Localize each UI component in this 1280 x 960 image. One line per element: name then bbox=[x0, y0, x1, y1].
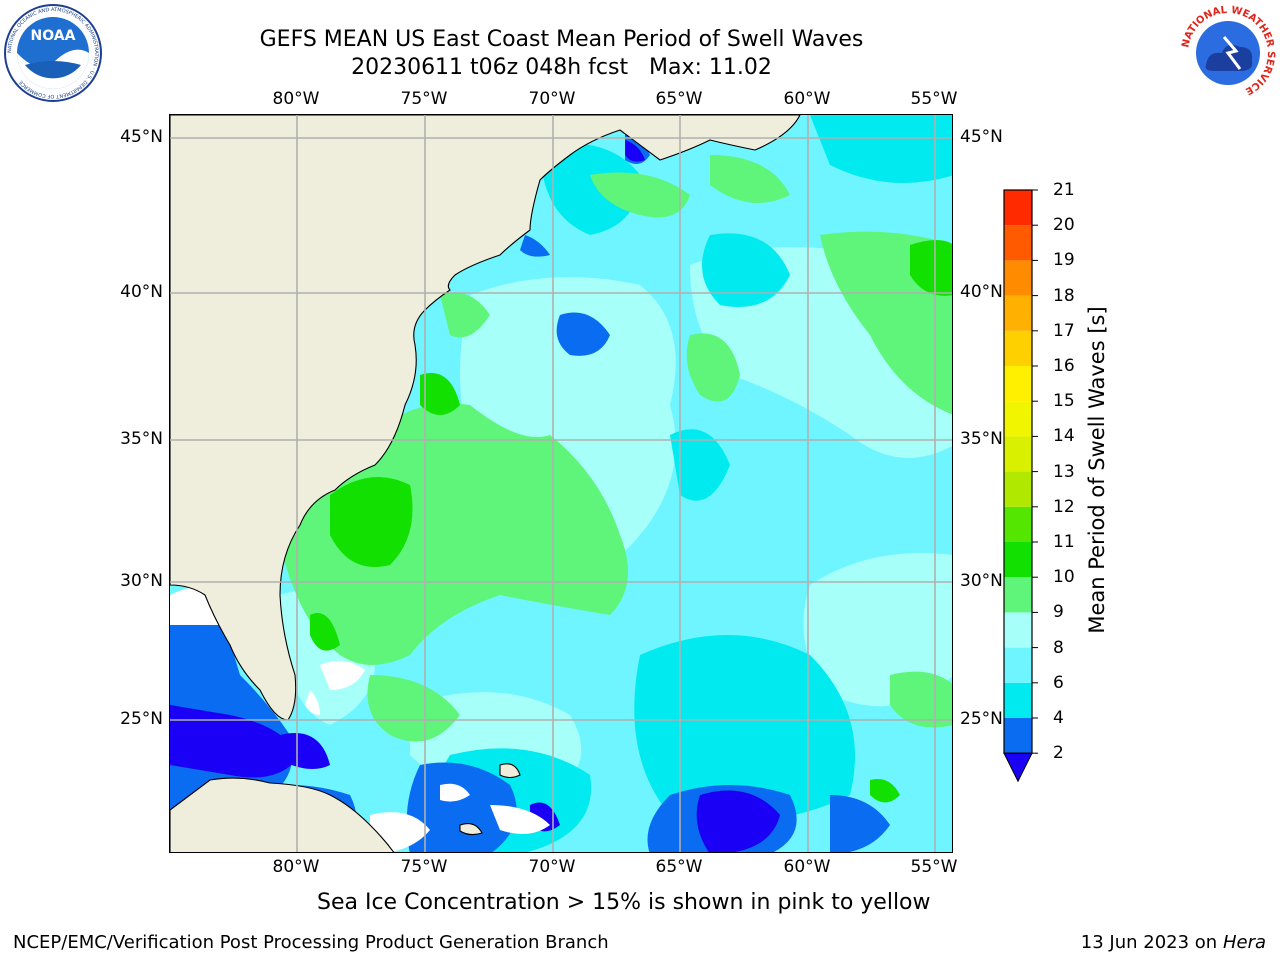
footer-machine: Hera bbox=[1222, 932, 1266, 953]
lon-label-top: 55°W bbox=[910, 89, 958, 109]
colorbar bbox=[1000, 187, 1040, 787]
colorbar-level-label: 4 bbox=[1053, 708, 1064, 728]
graticule bbox=[170, 115, 952, 852]
colorbar-level-label: 12 bbox=[1053, 496, 1075, 517]
colorbar-level-label: 15 bbox=[1053, 391, 1075, 412]
lat-label-right: 45°N bbox=[960, 127, 1003, 147]
colorbar-segment bbox=[1004, 366, 1032, 402]
lon-label-top: 80°W bbox=[272, 89, 320, 109]
colorbar-level-label: 21 bbox=[1053, 180, 1075, 200]
lat-label-left: 40°N bbox=[120, 282, 163, 302]
colorbar-level-label: 10 bbox=[1053, 567, 1075, 588]
colorbar-segment bbox=[1004, 225, 1032, 261]
colorbar-level-label: 9 bbox=[1053, 602, 1064, 623]
colorbar-level-label: 6 bbox=[1053, 672, 1064, 693]
colorbar-extend-arrow bbox=[1003, 752, 1033, 783]
map-panel bbox=[169, 114, 953, 853]
footer-date: 13 Jun 2023 on Hera bbox=[1080, 932, 1266, 953]
lon-label-bottom: 80°W bbox=[272, 857, 320, 877]
colorbar-segment bbox=[1004, 542, 1032, 578]
contour-10-11 bbox=[310, 240, 952, 803]
lon-label-bottom: 75°W bbox=[400, 857, 448, 877]
footer-credit: NCEP/EMC/Verification Post Processing Pr… bbox=[13, 932, 609, 953]
lat-label-left: 30°N bbox=[120, 571, 163, 591]
colorbar-level-label: 17 bbox=[1053, 320, 1075, 341]
lon-label-bottom: 60°W bbox=[783, 857, 831, 877]
colorbar-segment bbox=[1004, 612, 1032, 648]
lat-label-left: 25°N bbox=[120, 709, 163, 729]
lat-label-right: 40°N bbox=[960, 282, 1003, 302]
colorbar-title: Mean Period of Swell Waves [s] bbox=[1085, 306, 1109, 634]
lon-label-top: 70°W bbox=[528, 89, 576, 109]
colorbar-segment bbox=[1004, 577, 1032, 613]
lat-label-right: 25°N bbox=[960, 709, 1003, 729]
map-subtitle: 20230611 t06z 048h fcst Max: 11.02 bbox=[351, 55, 772, 80]
lon-label-bottom: 70°W bbox=[528, 857, 576, 877]
colorbar-level-label: 19 bbox=[1053, 250, 1075, 271]
lon-label-bottom: 55°W bbox=[910, 857, 958, 877]
lon-label-top: 75°W bbox=[400, 89, 448, 109]
colorbar-level-label: 11 bbox=[1053, 532, 1075, 552]
sea-ice-note: Sea Ice Concentration > 15% is shown in … bbox=[317, 890, 931, 915]
noaa-logo: NOAA NATIONAL OCEANIC AND ATMOSPHERIC AD… bbox=[3, 3, 103, 103]
lat-label-right: 35°N bbox=[960, 429, 1003, 449]
colorbar-segment bbox=[1004, 471, 1032, 507]
colorbar-segment bbox=[1004, 260, 1032, 296]
lon-label-top: 60°W bbox=[783, 89, 831, 109]
colorbar-level-label: 8 bbox=[1053, 637, 1064, 658]
colorbar-segment bbox=[1004, 718, 1032, 754]
colorbar-segment bbox=[1004, 330, 1032, 366]
colorbar-level-label: 13 bbox=[1053, 461, 1075, 482]
colorbar-level-label: 2 bbox=[1053, 743, 1064, 764]
lat-label-left: 35°N bbox=[120, 429, 163, 449]
colorbar-segment bbox=[1004, 295, 1032, 331]
colorbar-level-label: 18 bbox=[1053, 285, 1075, 306]
lat-label-right: 30°N bbox=[960, 571, 1003, 591]
colorbar-segment bbox=[1004, 436, 1032, 472]
lon-label-top: 65°W bbox=[655, 89, 703, 109]
map-title: GEFS MEAN US East Coast Mean Period of S… bbox=[259, 27, 864, 52]
colorbar-segment bbox=[1004, 401, 1032, 437]
colorbar-segment bbox=[1004, 682, 1032, 718]
lat-label-left: 45°N bbox=[120, 127, 163, 147]
colorbar-level-label: 14 bbox=[1053, 426, 1075, 447]
svg-text:NOAA: NOAA bbox=[31, 28, 76, 44]
lon-label-bottom: 65°W bbox=[655, 857, 703, 877]
nws-logo: NATIONAL WEATHER SERVICE bbox=[1178, 3, 1278, 103]
colorbar-segment bbox=[1004, 190, 1032, 226]
colorbar-level-label: 20 bbox=[1053, 215, 1075, 236]
colorbar-segment bbox=[1004, 506, 1032, 542]
colorbar-segment bbox=[1004, 647, 1032, 683]
colorbar-level-label: 16 bbox=[1053, 356, 1075, 376]
